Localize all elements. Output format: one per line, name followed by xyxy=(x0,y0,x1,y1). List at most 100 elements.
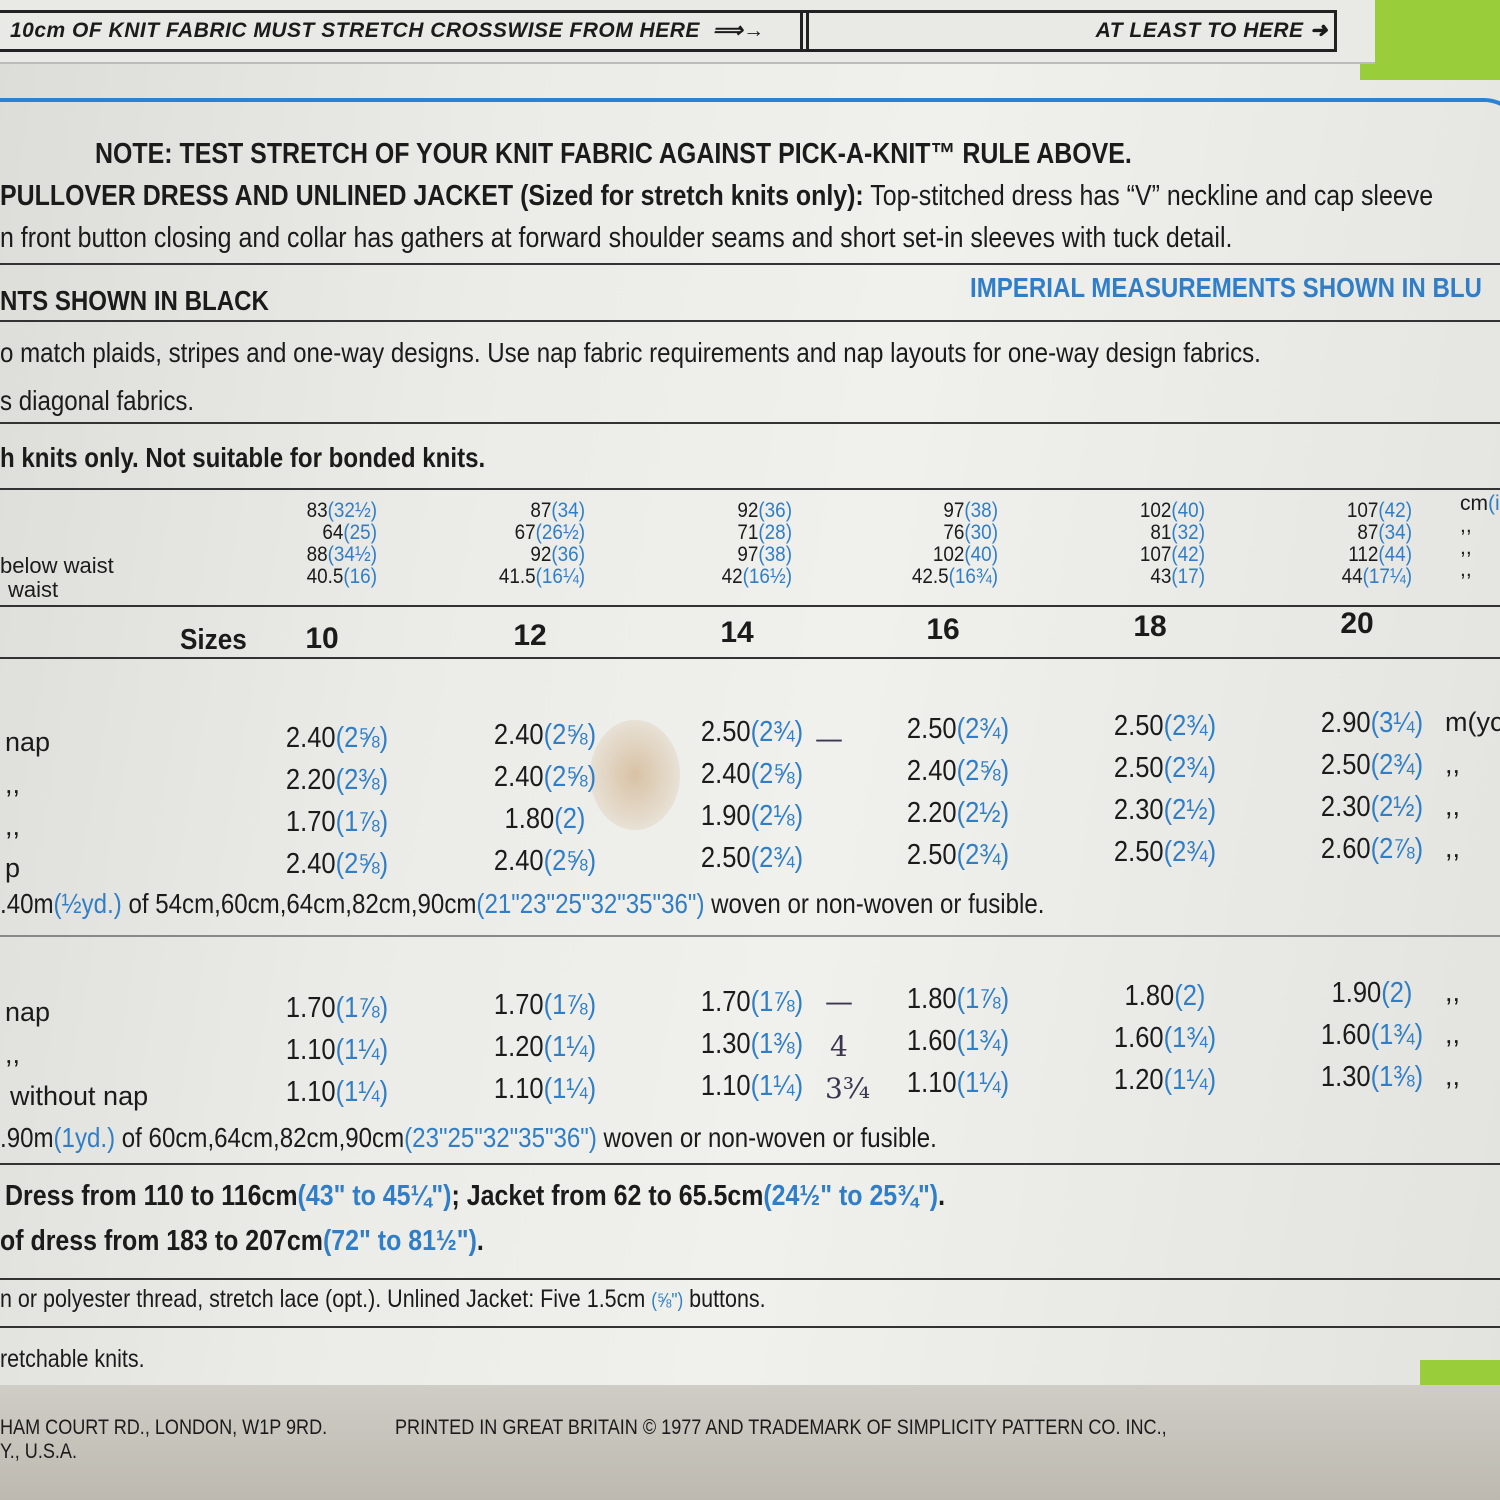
value-metric: 64 xyxy=(322,521,344,544)
value-imperial: (2⅛) xyxy=(750,800,804,832)
unit-label: cm(i xyxy=(1460,492,1500,516)
unit-metric: ,, xyxy=(1460,558,1472,581)
value-imperial: (2) xyxy=(1381,977,1413,1009)
yardage-cell: 1.60(1¾) xyxy=(1114,1022,1216,1055)
value-imperial: (38) xyxy=(758,543,792,566)
value-imperial: (2¾) xyxy=(1163,710,1217,742)
value-metric: 88 xyxy=(306,543,328,566)
imperial-heading: IMPERIAL MEASUREMENTS SHOWN IN BLU xyxy=(970,272,1482,303)
size-20: 20 xyxy=(1340,607,1374,640)
yardage-cell: 2.50(2¾) xyxy=(1114,752,1216,785)
value-imperial: (34) xyxy=(1378,521,1412,544)
value-metric: 1.20 xyxy=(1113,1064,1164,1096)
value-imperial: (1⅞) xyxy=(335,806,389,838)
value-metric: 107 xyxy=(1139,543,1172,566)
yardage-cell: 1.10(1¼) xyxy=(494,1073,596,1106)
yardage-cell: 2.50(2¾) xyxy=(907,839,1009,872)
unit-metric: ,, xyxy=(1460,536,1472,559)
value-metric: 2.30 xyxy=(1113,794,1164,826)
footer-strip xyxy=(0,1385,1500,1500)
value-metric: 42.5 xyxy=(911,565,949,588)
value-imperial: (1⅞) xyxy=(543,989,597,1021)
value-metric: 2.30 xyxy=(1320,791,1371,823)
value-imperial: (2⅝) xyxy=(335,848,389,880)
value-metric: 2.40 xyxy=(285,848,336,880)
notions-end: buttons. xyxy=(683,1285,766,1313)
value-imperial: (2) xyxy=(1174,980,1206,1012)
yardage-cell: 1.10(1¼) xyxy=(701,1070,803,1103)
amount: .90m xyxy=(0,1122,54,1153)
value-imperial: (1⅜) xyxy=(1370,1061,1424,1093)
stretch-note: retchable knits. xyxy=(0,1345,145,1373)
value-imperial: (1⅞) xyxy=(750,986,804,1018)
yardage-cell: 1.30(1⅜) xyxy=(1321,1061,1423,1094)
widths: of 54cm,60cm,64cm,82cm,90cm xyxy=(121,888,477,919)
yardage-cell: 2.40(2⅝) xyxy=(286,848,388,881)
yardage-cell: 1.10(1¼) xyxy=(907,1067,1009,1100)
value-metric: 2.40 xyxy=(493,761,544,793)
value-metric: 1.60 xyxy=(1320,1019,1371,1051)
value-metric: 43 xyxy=(1150,565,1172,588)
dress-width: of dress from 183 to 207cm(72" to 81½"). xyxy=(0,1225,484,1258)
measurement-value: 107(42) xyxy=(1097,544,1205,566)
value-imperial: (26½) xyxy=(535,521,585,544)
size-16: 16 xyxy=(926,613,960,646)
yardage-cell: 1.80(1⅞) xyxy=(907,983,1009,1016)
ruler-from-text: 10cm OF KNIT FABRIC MUST STRETCH CROSSWI… xyxy=(10,19,700,42)
footer-address: HAM COURT RD., LONDON, W1P 9RD. xyxy=(0,1416,328,1439)
measurement-value: 64(25) xyxy=(269,522,377,544)
value-imperial: (1¼) xyxy=(543,1073,597,1105)
measurement-value: 112(44) xyxy=(1304,544,1412,566)
value-metric: 2.40 xyxy=(493,845,544,877)
dress-width-imperial: (72" to 81½") xyxy=(322,1225,477,1257)
ruler-from-box: 10cm OF KNIT FABRIC MUST STRETCH CROSSWI… xyxy=(0,10,809,52)
sizes-label: Sizes xyxy=(180,624,247,656)
divider xyxy=(0,488,1500,490)
measurement-value: 107(42) xyxy=(1304,500,1412,522)
handwritten-mark: — xyxy=(825,985,853,1018)
yardage-cell: 1.20(1¼) xyxy=(1114,1064,1216,1097)
value-metric: 1.70 xyxy=(285,992,336,1024)
measurement-value: 87(34) xyxy=(1304,522,1412,544)
measurement-value: 44(17¼) xyxy=(1304,566,1412,588)
yardage-cell: 1.70(1⅞) xyxy=(286,992,388,1025)
value-imperial: (17) xyxy=(1171,565,1205,588)
value-imperial: (16½) xyxy=(742,565,792,588)
divider xyxy=(0,422,1500,424)
yardage-cell: 2.50(2¾) xyxy=(1114,710,1216,743)
measurement-value: 42(16½) xyxy=(684,566,792,588)
measurement-label-hip: below waist xyxy=(0,553,114,578)
widths-imperial: (21"23"25"32"35"36") xyxy=(476,888,705,919)
value-imperial: (30) xyxy=(964,521,998,544)
notions-text: n or polyester thread, stretch lace (opt… xyxy=(0,1285,652,1313)
value-metric: 42 xyxy=(721,565,743,588)
value-imperial: (16) xyxy=(343,565,377,588)
description-text: Top-stitched dress has “V” neckline and … xyxy=(863,180,1434,212)
yardage-cell: 1.30(1⅜) xyxy=(701,1028,803,1061)
value-metric: 1.60 xyxy=(906,1025,957,1057)
value-metric: 2.40 xyxy=(700,758,751,790)
value-imperial: (2¾) xyxy=(1163,836,1217,868)
value-metric: 41.5 xyxy=(498,565,536,588)
value-metric: 76 xyxy=(943,521,965,544)
handwritten-mark: 3¾ xyxy=(825,1072,870,1105)
note-text: NOTE: TEST STRETCH OF YOUR KNIT FABRIC A… xyxy=(95,138,1132,170)
unit-metric: ,, xyxy=(1460,514,1472,537)
metric-heading: NTS SHOWN IN BLACK xyxy=(0,285,269,316)
value-metric: 1.10 xyxy=(285,1076,336,1108)
value-imperial: (3¼) xyxy=(1370,707,1424,739)
unit-label: ,, xyxy=(1445,749,1461,779)
value-metric: 44 xyxy=(1341,565,1363,588)
value-imperial: (2¾) xyxy=(1370,749,1424,781)
button-size-imperial: (⅝") xyxy=(651,1290,684,1312)
pick-a-knit-ruler: 10cm OF KNIT FABRIC MUST STRETCH CROSSWI… xyxy=(0,0,1375,64)
ruler-to-text: AT LEAST TO HERE xyxy=(1095,19,1304,42)
measurement-value: 71(28) xyxy=(684,522,792,544)
jacket-interfacing: .90m(1yd.) of 60cm,64cm,82cm,90cm(23"25"… xyxy=(0,1122,937,1154)
value-imperial: (44) xyxy=(1378,543,1412,566)
value-imperial: (2⅞) xyxy=(1370,833,1424,865)
size-12: 12 xyxy=(513,619,547,652)
value-imperial: (2¾) xyxy=(1163,752,1217,784)
yardage-cell: 1.80(2) xyxy=(505,803,586,836)
yardage-cell: 2.30(2½) xyxy=(1114,794,1216,827)
